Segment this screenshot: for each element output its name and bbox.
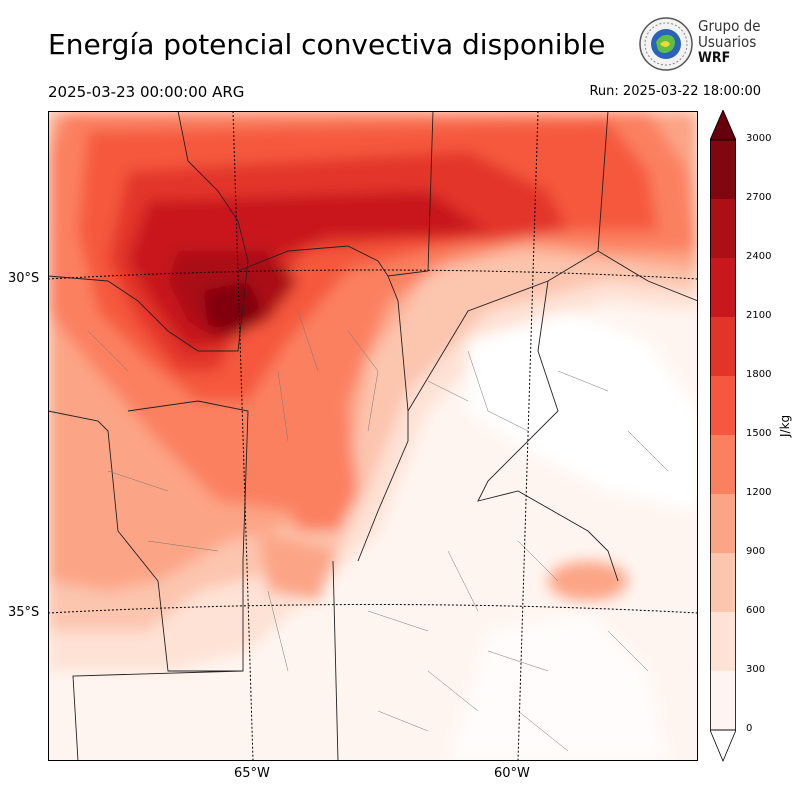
- colorbar-segment: [710, 199, 736, 258]
- colorbar-tick-label: 2400: [746, 251, 772, 262]
- colorbar-extension-min: [710, 729, 736, 762]
- lon-label-65w: 65°W: [234, 766, 270, 781]
- colorbar-tick-label: 2100: [746, 310, 772, 321]
- colorbar-tick-label: 300: [746, 664, 766, 675]
- departments: [87, 310, 669, 752]
- graticule: [48, 111, 698, 761]
- run-time: Run: 2025-03-22 18:00:00: [589, 84, 761, 99]
- seal-icon: [639, 17, 693, 71]
- colorbar-segment: [710, 376, 736, 435]
- lat-label-30s: 30°S: [8, 271, 40, 286]
- cape-map: [48, 111, 698, 761]
- colorbar-tick-label: 1200: [746, 487, 772, 498]
- colorbar-segment: [710, 671, 736, 730]
- colorbar-tick-label: 2700: [746, 192, 772, 203]
- colorbar-tick-label: 600: [746, 605, 766, 616]
- logo-text: Grupo de Usuarios WRF: [698, 18, 761, 66]
- page-title: Energía potencial convectiva disponible: [48, 28, 606, 61]
- colorbar-segment: [710, 494, 736, 553]
- colorbar-tick-label: 900: [746, 546, 766, 557]
- colorbar: [710, 110, 736, 762]
- colorbar-tick-label: 1800: [746, 369, 772, 380]
- lat-label-35s: 35°S: [8, 605, 40, 620]
- colorbar-segment: [710, 140, 736, 199]
- colorbar-extension-max: [710, 110, 736, 141]
- colorbar-segment: [710, 317, 736, 376]
- logo-line2: Usuarios: [698, 33, 757, 51]
- colorbar-tick-label: 3000: [746, 133, 772, 144]
- wrf-logo: Grupo de Usuarios WRF: [638, 16, 768, 72]
- colorbar-segment: [710, 258, 736, 317]
- valid-time: 2025-03-23 00:00:00 ARG: [48, 83, 245, 101]
- colorbar-unit: J/kg: [778, 414, 792, 437]
- colorbar-segment: [710, 553, 736, 612]
- lon-label-60w: 60°W: [494, 766, 530, 781]
- cape-field: [48, 111, 698, 761]
- colorbar-tick-label: 1500: [746, 428, 772, 439]
- logo-line1: Grupo de: [698, 17, 761, 35]
- colorbar-segment: [710, 612, 736, 671]
- colorbar-frame: [710, 139, 736, 731]
- colorbar-tick-label: 0: [746, 723, 753, 734]
- logo-line3: WRF: [698, 50, 731, 66]
- map-frame: [48, 111, 698, 761]
- colorbar-segment: [710, 435, 736, 494]
- boundaries: [48, 111, 698, 761]
